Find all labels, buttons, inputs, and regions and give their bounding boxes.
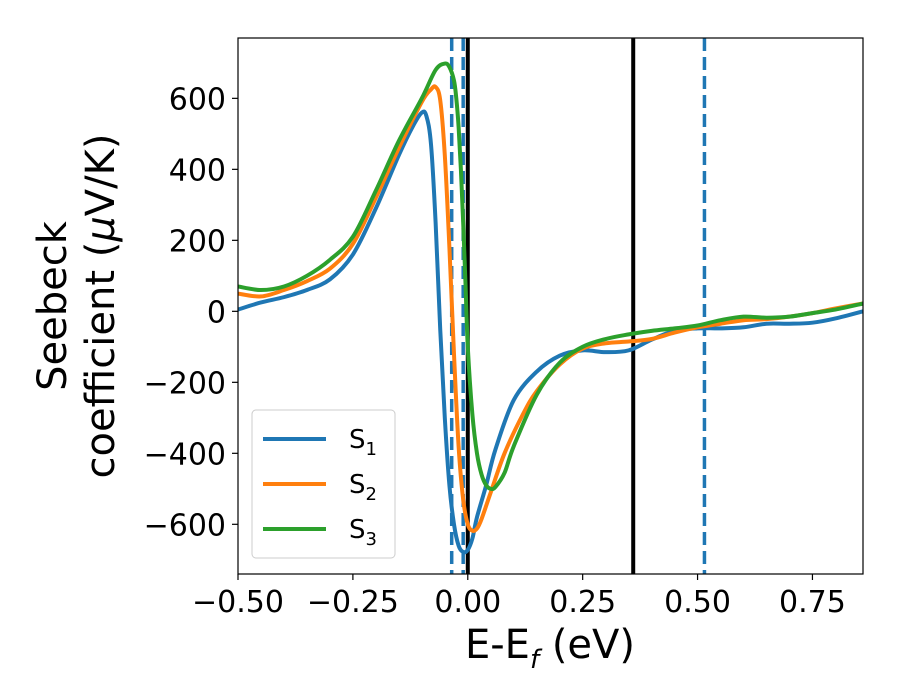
y-tick-label: −600 [144, 508, 226, 543]
legend-label-s2: S2 [349, 470, 377, 505]
x-axis-label-main: E-E [465, 622, 530, 668]
series-lines [238, 61, 863, 555]
x-tick-label: 0.00 [434, 585, 501, 620]
x-tick-label: 0.25 [549, 585, 616, 620]
y-axis-label-line-2: coefficient (μV/K) [78, 134, 124, 479]
series-line-s3 [238, 61, 863, 492]
y-tick-label: 400 [169, 153, 226, 188]
legend-label-s3: S3 [349, 515, 377, 550]
legend: S1 S2 S3 [251, 409, 396, 559]
x-axis-label: E-Ef (eV) [465, 622, 635, 675]
x-axis-label-unit: (eV) [539, 622, 635, 668]
y-tick-label: 200 [169, 224, 226, 259]
x-tick-label: 0.50 [664, 585, 731, 620]
y-tick-label: −400 [144, 437, 226, 472]
x-tick-label: −0.50 [192, 585, 284, 620]
y-tick-label: −200 [144, 366, 226, 401]
x-tick-label: −0.25 [307, 585, 399, 620]
y-axis-label-mu: μ [78, 216, 124, 242]
x-axis-ticks: −0.50 −0.25 0.00 0.25 0.50 0.75 [192, 574, 846, 620]
y-axis-ticks: −600 −400 −200 0 200 400 600 [144, 82, 238, 543]
y-axis-label-line-1: Seebeck [30, 220, 76, 391]
series-line-s2 [238, 84, 863, 533]
x-tick-label: 0.75 [779, 585, 846, 620]
y-tick-label: 0 [207, 295, 226, 330]
plot-frame [237, 37, 864, 575]
series-line-s1 [238, 109, 863, 555]
legend-label-s1: S1 [349, 425, 377, 460]
y-tick-label: 600 [169, 82, 226, 117]
